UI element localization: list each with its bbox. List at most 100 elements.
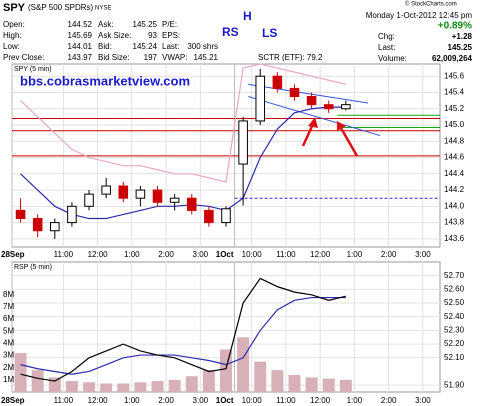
- field-value: 144.01: [68, 42, 93, 51]
- candle-body: [306, 96, 317, 106]
- candle-body: [255, 75, 266, 122]
- field-value: 145.69: [68, 31, 93, 40]
- panel: [11, 262, 440, 392]
- y-tick-label: 144.4: [444, 169, 465, 178]
- x-tick-label: 28Sep: [1, 396, 25, 405]
- y-tick-label: 51.90: [444, 380, 465, 389]
- candle-body: [204, 209, 214, 224]
- symbol: SPY: [3, 2, 26, 14]
- x-tick-label: 12:00: [88, 396, 109, 405]
- pattern-label: RS: [222, 25, 239, 39]
- y-tick-label: 144.8: [444, 136, 465, 145]
- field-value: 145.25: [448, 43, 473, 52]
- x-tick-label: 2:00: [381, 396, 397, 405]
- y-tick-label: 52.70: [444, 271, 465, 280]
- field-label: VWAP:: [162, 53, 187, 62]
- candle-body: [272, 75, 283, 89]
- panel-title: RSP (5 min): [14, 264, 52, 271]
- x-tick-label: 11:00: [276, 250, 296, 259]
- field-label: High:: [3, 31, 22, 40]
- series-line: [20, 63, 346, 183]
- volume-bar: [288, 374, 301, 392]
- exchange: NYSE: [95, 6, 111, 12]
- y-tick-label: 52.40: [444, 312, 465, 321]
- field-value: 93: [148, 31, 157, 40]
- volume-bar: [31, 370, 44, 392]
- pattern-label: H: [243, 9, 252, 23]
- field-label: P/E:: [162, 20, 177, 29]
- candle-body: [84, 193, 94, 207]
- field-label: Prev Close:: [3, 53, 44, 62]
- y2-tick-label: 6M: [3, 314, 14, 323]
- volume-bar: [185, 376, 198, 392]
- x-tick-label: 1:00: [347, 250, 363, 259]
- y-tick-label: 145.6: [444, 71, 465, 80]
- trend-line: [248, 83, 369, 104]
- field-label: EPS:: [162, 31, 180, 40]
- y-tick-label: 52.50: [444, 298, 465, 307]
- field-value: 300 shrs: [187, 42, 218, 51]
- y2-tick-label: 8M: [3, 290, 14, 299]
- volume-bar: [237, 337, 250, 392]
- y-tick-label: 145.2: [444, 104, 465, 113]
- y-tick-label: 52.20: [444, 339, 465, 348]
- arrow-head: [337, 121, 346, 131]
- x-tick-label: 2:00: [158, 396, 174, 405]
- plots: [11, 63, 440, 392]
- candle-body: [67, 205, 77, 224]
- arrow-head: [308, 117, 318, 128]
- x-tick-label: 12:00: [310, 250, 331, 259]
- candle-body: [15, 209, 26, 220]
- x-tick-label: 12:00: [310, 396, 331, 405]
- x-tick-label: 1:00: [124, 396, 140, 405]
- field-label: Ask:: [98, 20, 114, 29]
- candle-body: [32, 218, 43, 232]
- x-tick-label: 2:00: [158, 250, 174, 259]
- x-tick-label: 3:00: [415, 396, 431, 405]
- x-tick-label: 28Sep: [1, 250, 25, 259]
- panel: [11, 63, 440, 247]
- arrow: [339, 127, 359, 157]
- y-tick-label: 144.6: [444, 153, 465, 162]
- field-label: Last:: [378, 43, 395, 52]
- candle-body: [135, 189, 146, 199]
- candle-body: [169, 197, 180, 203]
- candle-body: [101, 185, 111, 195]
- x-tick-label: 3:00: [415, 250, 431, 259]
- y-tick-label: 144.2: [444, 185, 465, 194]
- pct-change: +0.89%: [438, 21, 472, 32]
- field-label: Chg:: [378, 32, 395, 41]
- field-label: Bid Size:: [98, 53, 130, 62]
- arrow: [301, 123, 315, 147]
- field-value: +1.28: [452, 32, 473, 41]
- y-tick-label: 52.60: [444, 284, 465, 293]
- volume-bar: [254, 361, 267, 392]
- volume-bar: [83, 382, 96, 392]
- y2-tick-label: 7M: [3, 302, 14, 311]
- credit: © StockCharts.com: [405, 1, 457, 8]
- volume-bar: [220, 349, 232, 392]
- x-tick-label: 10:00: [242, 250, 263, 259]
- quote-date: Monday 1-Oct-2012 12:45 pm: [366, 11, 473, 20]
- y2-tick-label: 2M: [3, 363, 14, 372]
- x-tick-label: 3:00: [193, 396, 209, 405]
- field-value: 144.52: [68, 20, 93, 29]
- y-tick-label: 145.4: [444, 88, 465, 97]
- field-value: 197: [144, 53, 158, 62]
- volume-bar: [65, 381, 78, 392]
- field-value: 145.21: [194, 53, 219, 62]
- candle-body: [186, 197, 197, 211]
- y-tick-label: 144.0: [444, 201, 465, 210]
- sctr-label: SCTR (ETF): 79.2: [258, 53, 323, 62]
- x-tick-label: 3:00: [193, 250, 209, 259]
- volume-bar: [100, 383, 113, 392]
- x-tick-label: 10:00: [242, 396, 263, 405]
- y2-tick-label: 4M: [3, 339, 14, 348]
- x-tick-label: 11:00: [54, 250, 74, 259]
- volume-bar: [14, 353, 27, 392]
- candle-body: [152, 189, 163, 203]
- volume-bar: [271, 370, 284, 392]
- x-tick-label: 1Oct: [216, 250, 234, 259]
- candle-body: [289, 87, 300, 98]
- y2-tick-label: 5M: [3, 326, 14, 335]
